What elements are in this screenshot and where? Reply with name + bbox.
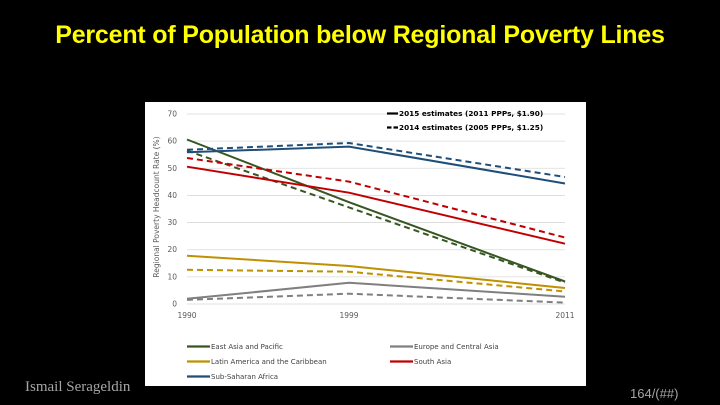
- author-name: Ismail Serageldin: [25, 379, 131, 395]
- x-tick-label: 2011: [555, 311, 574, 320]
- legend-label: Europe and Central Asia: [414, 343, 499, 351]
- estimate-legend-label: 2015 estimates (2011 PPPs, $1.90): [399, 109, 543, 118]
- chart-panel: 0 10 20 30 40 50 60 70 1990 1999 2011 Regional Po…: [145, 102, 586, 386]
- gridlines: [187, 113, 565, 305]
- series-line-east-asia-and-pacific-2014: [186, 149, 566, 284]
- y-axis-label: Regional Poverty Headcount Rate (%): [152, 136, 161, 277]
- estimate-legend-label: 2014 estimates (2005 PPPs, $1.25): [399, 123, 543, 132]
- y-tick-label: 30: [167, 218, 177, 227]
- legend-label: East Asia and Pacific: [211, 343, 283, 351]
- series-line-europe-and-central-asia-2015: [186, 281, 566, 300]
- series-line-europe-and-central-asia-2014: [186, 292, 566, 304]
- page-number: 164/(##): [630, 386, 679, 401]
- series-lines: [186, 138, 566, 304]
- series-line-south-asia-2014: [186, 157, 566, 239]
- region-legend: East Asia and Pacific Europe and Central …: [187, 343, 499, 381]
- series-line-sub-saharan-africa-2014: [186, 142, 566, 178]
- slide-title: Percent of Population below Regional Pov…: [55, 21, 665, 49]
- estimate-legend: 2015 estimates (2011 PPPs, $1.90) 2014 es…: [387, 109, 543, 132]
- legend-label: South Asia: [414, 358, 451, 366]
- poverty-line-chart: 0 10 20 30 40 50 60 70 1990 1999 2011 Regional Po…: [152, 109, 575, 381]
- y-tick-label: 40: [167, 191, 177, 200]
- series-line-sub-saharan-africa-2015: [186, 145, 566, 185]
- y-tick-label: 10: [167, 272, 177, 281]
- legend-label: Latin America and the Caribbean: [211, 358, 327, 366]
- y-axis-ticks: 0 10 20 30 40 50 60 70: [167, 110, 177, 309]
- series-line-east-asia-and-pacific-2015: [186, 138, 566, 283]
- x-tick-label: 1990: [177, 311, 196, 320]
- x-axis-ticks: 1990 1999 2011: [177, 311, 574, 320]
- y-tick-label: 20: [167, 245, 177, 254]
- series-line-latin-america-and-the-caribbean-2014: [186, 268, 566, 293]
- legend-label: Sub-Saharan Africa: [211, 373, 278, 381]
- y-tick-label: 60: [167, 137, 177, 146]
- y-tick-label: 50: [167, 164, 177, 173]
- y-tick-label: 0: [172, 300, 177, 309]
- y-tick-label: 70: [167, 110, 177, 119]
- series-line-south-asia-2015: [186, 165, 566, 245]
- x-tick-label: 1999: [339, 311, 358, 320]
